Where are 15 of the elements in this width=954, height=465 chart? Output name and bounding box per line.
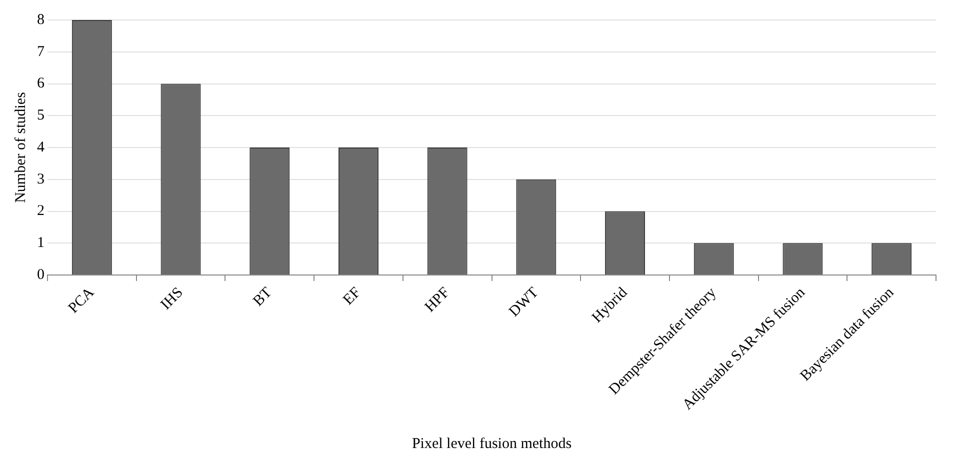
y-tick-label: 8	[37, 12, 44, 28]
y-tick-label: 0	[37, 266, 44, 283]
x-axis-title: Pixel level fusion methods	[412, 436, 572, 452]
x-tick-label: PCA	[66, 284, 98, 317]
y-tick-label: 6	[37, 76, 45, 92]
x-tick-label: EF	[340, 284, 364, 308]
x-tick-label: BT	[250, 284, 276, 310]
x-tick-label: IHS	[158, 284, 186, 314]
y-tick-label: 3	[37, 171, 44, 188]
y-tick-label: 5	[37, 108, 44, 124]
y-tick-label: 7	[37, 44, 45, 60]
y-axis-title: Number of studies	[12, 92, 29, 203]
y-tick-label: 4	[37, 139, 45, 156]
y-tick-label: 1	[37, 235, 44, 252]
y-tick-label: 2	[37, 203, 44, 220]
